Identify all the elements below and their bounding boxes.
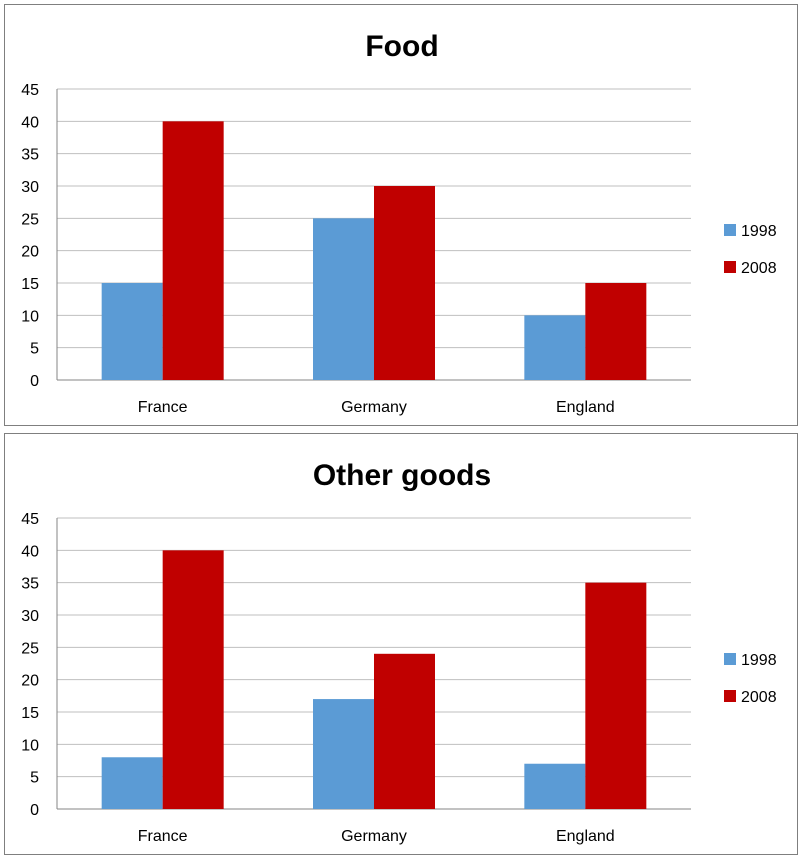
x-category-label: France [138, 399, 188, 416]
y-tick-label: 0 [30, 373, 39, 390]
bar-france-2008 [162, 121, 224, 380]
legend-swatch-1998 [724, 653, 736, 665]
x-category-label: England [556, 828, 615, 845]
bar-france-1998 [101, 283, 163, 380]
other-goods-chart-panel: Other goods 0 5 10 15 20 25 30 35 40 45 France Germa… [4, 433, 798, 855]
y-tick-label: 25 [21, 640, 39, 657]
bar-england-2008 [585, 283, 647, 380]
y-tick-label: 10 [21, 308, 39, 325]
bar-germany-2008 [374, 186, 435, 380]
y-tick-label: 25 [21, 211, 39, 228]
legend-swatch-1998 [724, 224, 736, 236]
y-tick-label: 45 [21, 511, 39, 528]
y-tick-label: 15 [21, 705, 39, 722]
legend-label-1998: 1998 [741, 652, 777, 669]
legend-swatch-2008 [724, 261, 736, 273]
bar-france-1998 [101, 757, 163, 809]
food-chart: Food 0 5 10 15 20 25 30 35 40 45 France Germany Engla… [21, 30, 777, 416]
y-tick-label: 40 [21, 114, 39, 131]
legend-label-2008: 2008 [741, 689, 777, 706]
x-category-label: Germany [341, 399, 407, 416]
y-tick-label: 30 [21, 179, 39, 196]
legend-label-1998: 1998 [741, 223, 777, 240]
y-tick-label: 35 [21, 147, 39, 164]
y-tick-label: 0 [30, 802, 39, 819]
y-tick-label: 30 [21, 608, 39, 625]
y-tick-label: 35 [21, 576, 39, 593]
chart-title: Other goods [313, 459, 491, 492]
y-tick-label: 5 [30, 770, 39, 787]
y-tick-label: 5 [30, 341, 39, 358]
bar-england-2008 [585, 582, 647, 809]
bar-germany-2008 [374, 653, 435, 809]
y-tick-label: 45 [21, 82, 39, 99]
legend-swatch-2008 [724, 690, 736, 702]
y-tick-label: 20 [21, 673, 39, 690]
y-tick-label: 40 [21, 543, 39, 560]
legend-label-2008: 2008 [741, 260, 777, 277]
chart-title: Food [365, 30, 438, 63]
bar-germany-1998 [313, 218, 374, 380]
food-chart-panel: Food 0 5 10 15 20 25 30 35 40 45 France Germany Engla… [4, 4, 798, 426]
bar-germany-1998 [313, 699, 374, 809]
bar-england-1998 [524, 315, 586, 380]
bar-france-2008 [162, 550, 224, 809]
x-category-label: Germany [341, 828, 407, 845]
x-category-label: England [556, 399, 615, 416]
y-tick-label: 10 [21, 737, 39, 754]
y-tick-label: 15 [21, 276, 39, 293]
x-category-label: France [138, 828, 188, 845]
y-tick-label: 20 [21, 244, 39, 261]
bar-england-1998 [524, 763, 586, 809]
other-goods-chart: Other goods 0 5 10 15 20 25 30 35 40 45 France Germa… [21, 459, 777, 845]
